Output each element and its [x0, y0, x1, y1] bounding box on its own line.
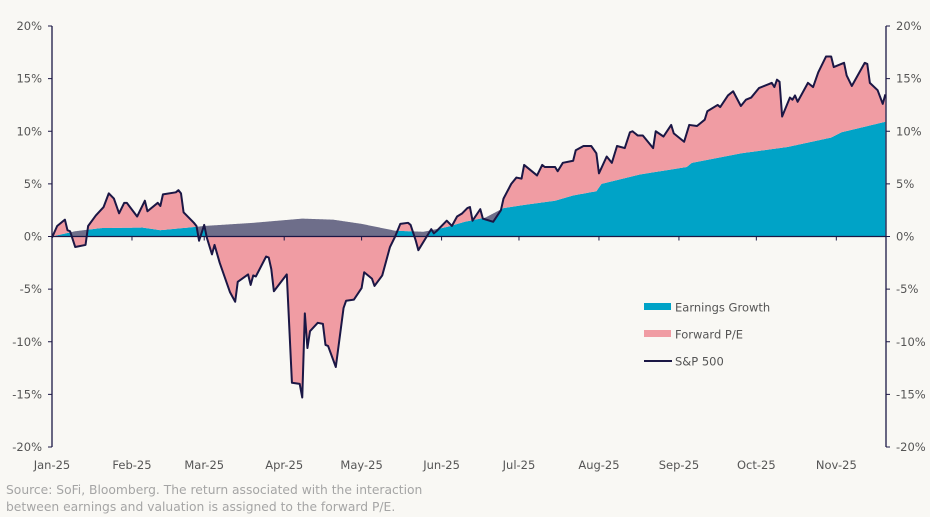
x-tick-label: Jun-25 — [422, 458, 460, 472]
x-tick-label: Nov-25 — [816, 458, 857, 472]
chart: 20% 20% 15% 15% 10% 10% 5% 5% 0% 0% -5% -5% -10% -10%… — [12, 19, 926, 472]
legend-swatch — [644, 303, 671, 310]
legend: Earnings Growth Forward P/E S&P 500 — [644, 301, 770, 369]
chart-areas — [52, 56, 886, 398]
x-tick-label: Jul-25 — [502, 458, 536, 472]
y-tick-label-left: 5% — [24, 177, 42, 191]
x-tick-label: Aug-25 — [578, 458, 619, 472]
y-tick-label-left: -5% — [20, 282, 42, 296]
legend-swatch — [644, 330, 671, 337]
y-tick-label-right: -10% — [896, 335, 926, 349]
legend-label: Earnings Growth — [675, 301, 770, 315]
y-tick-label-left: -20% — [12, 440, 42, 454]
sp500-line — [51, 55, 887, 399]
earnings-growth-area — [52, 121, 886, 237]
legend-label: Forward P/E — [675, 328, 743, 342]
y-tick-label-left: -15% — [12, 387, 42, 401]
legend-label: S&P 500 — [675, 355, 724, 369]
y-tick-label-right: -20% — [896, 440, 926, 454]
y-tick-label-right: 20% — [896, 19, 922, 33]
y-tick-label-left: 0% — [24, 230, 42, 244]
source-note-line-2: between earnings and valuation is assign… — [6, 500, 396, 514]
x-tick-label: Jan-25 — [33, 458, 71, 472]
y-tick-label-left: -10% — [12, 335, 42, 349]
y-tick-label-right: -5% — [896, 282, 918, 296]
x-tick-label: Feb-25 — [112, 458, 151, 472]
x-tick-label: Sep-25 — [659, 458, 699, 472]
y-tick-label-right: 5% — [896, 177, 914, 191]
source-note: Source: SoFi, Bloomberg. The return asso… — [6, 482, 466, 516]
y-tick-label-right: 10% — [896, 124, 922, 138]
y-tick-label-left: 20% — [16, 19, 42, 33]
y-tick-label-left: 10% — [16, 124, 42, 138]
y-tick-label-left: 15% — [16, 72, 42, 86]
x-tick-label: Mar-25 — [184, 458, 224, 472]
forward-pe-area — [52, 56, 886, 398]
chart-axes: 20% 20% 15% 15% 10% 10% 5% 5% 0% 0% -5% -5% -10% -10%… — [12, 19, 926, 472]
x-tick-label: Apr-25 — [265, 458, 303, 472]
y-tick-label-right: 15% — [896, 72, 922, 86]
source-note-line-1: Source: SoFi, Bloomberg. The return asso… — [6, 483, 423, 497]
y-tick-label-right: 0% — [896, 230, 914, 244]
x-tick-label: Oct-25 — [737, 458, 776, 472]
x-tick-label: May-25 — [340, 458, 382, 472]
sp500-line-group — [51, 55, 887, 399]
y-tick-label-right: -15% — [896, 387, 926, 401]
